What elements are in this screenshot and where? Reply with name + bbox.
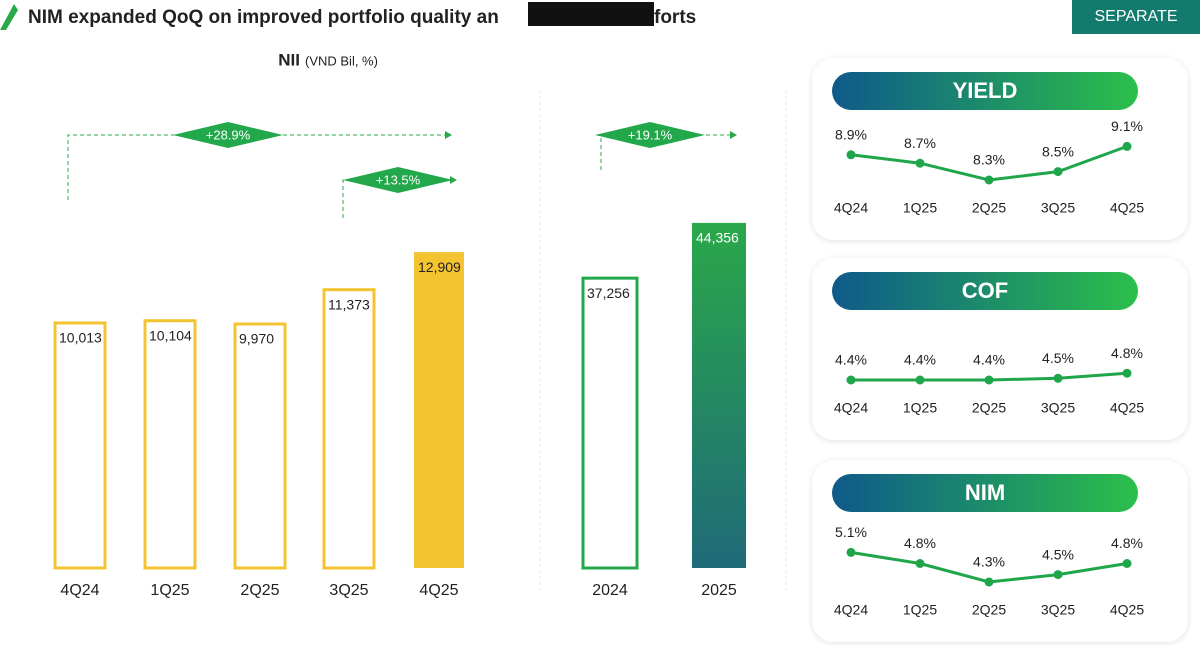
point — [984, 375, 994, 385]
logo — [0, 4, 18, 30]
panel-title: COF — [962, 278, 1008, 303]
button-label[interactable]: SEPARATE — [1095, 8, 1178, 25]
point — [984, 577, 994, 587]
point — [1053, 167, 1063, 177]
growth-label: +19.1% — [628, 127, 673, 142]
x-tick-label: 1Q25 — [903, 200, 937, 216]
arrow-head — [445, 131, 452, 139]
x-tick-label: 1Q25 — [903, 400, 937, 416]
value-label: 4.4% — [835, 352, 867, 368]
redaction — [528, 2, 654, 26]
x-tick-label: 2Q25 — [972, 400, 1006, 416]
value-label: 4.5% — [1042, 350, 1074, 366]
x-tick-label: 2Q25 — [972, 200, 1006, 216]
point — [1122, 559, 1132, 568]
point — [1053, 570, 1063, 580]
point — [915, 158, 925, 168]
bar — [322, 288, 376, 570]
value-label: 8.3% — [973, 152, 1005, 168]
bar — [581, 276, 639, 570]
point — [1122, 368, 1132, 378]
value-label: 8.7% — [904, 135, 936, 151]
value-label: 11,373 — [328, 296, 370, 312]
point — [846, 547, 856, 557]
growth-label: +13.5% — [376, 172, 421, 187]
x-tick-label: 1Q25 — [903, 602, 937, 618]
x-tick-label: 4Q25 — [1110, 200, 1144, 216]
x-tick-label: 1Q25 — [150, 582, 189, 599]
x-tick-label: 4Q24 — [834, 200, 868, 216]
bar — [143, 319, 197, 570]
nii-title: NII — [278, 50, 300, 69]
panel-header — [832, 272, 1138, 310]
point — [846, 375, 856, 385]
value-label: 10,013 — [59, 330, 102, 346]
x-tick-label: 2Q25 — [972, 602, 1006, 618]
growth-arrow — [67, 134, 445, 200]
value-label: 4.3% — [973, 554, 1005, 570]
value-label: 5.1% — [835, 524, 867, 540]
title-end: forts — [654, 7, 696, 28]
value-label: 4.5% — [1042, 546, 1074, 562]
x-tick-label: 4Q25 — [419, 582, 458, 599]
value-label: 4.8% — [1111, 535, 1143, 551]
point — [1122, 141, 1132, 151]
x-tick-label: 3Q25 — [329, 582, 368, 599]
value-label: 44,356 — [696, 230, 739, 246]
x-tick-label: 2024 — [592, 582, 628, 599]
value-label: 8.9% — [835, 127, 867, 143]
growth-diamond — [595, 122, 705, 148]
value-label: 4.8% — [904, 535, 936, 551]
separate-button[interactable] — [1072, 0, 1200, 34]
x-tick-label: 2025 — [701, 582, 737, 599]
point — [1053, 373, 1063, 383]
bar — [414, 252, 464, 569]
arrow-head — [730, 131, 737, 139]
x-tick-label: 4Q24 — [60, 582, 99, 599]
value-label: 37,256 — [587, 285, 630, 301]
x-tick-label: 3Q25 — [1041, 200, 1075, 216]
bar — [53, 321, 107, 570]
value-label: 4.8% — [1111, 345, 1143, 361]
point — [846, 150, 856, 160]
panel-header — [832, 474, 1138, 512]
x-tick-label: 4Q24 — [834, 400, 868, 416]
value-label: 4.4% — [904, 352, 936, 368]
x-tick-label: 4Q24 — [834, 602, 868, 618]
nii-subtitle: (VND Bil, %) — [305, 53, 378, 68]
x-tick-label: 3Q25 — [1041, 400, 1075, 416]
x-tick-label: 2Q25 — [240, 582, 279, 599]
value-label: 9,970 — [239, 331, 274, 347]
point — [984, 175, 994, 185]
value-label: 10,104 — [149, 327, 192, 343]
growth-label: +28.9% — [206, 127, 251, 142]
title: NIM expanded QoQ on improved portfolio q… — [28, 7, 499, 28]
growth-diamond — [173, 122, 283, 148]
value-label: 4.4% — [973, 352, 1005, 368]
arrow-head — [450, 176, 457, 184]
panel-title: NIM — [965, 480, 1005, 505]
bar — [233, 322, 287, 570]
x-tick-label: 4Q25 — [1110, 602, 1144, 618]
value-label: 8.5% — [1042, 143, 1074, 159]
x-tick-label: 3Q25 — [1041, 602, 1075, 618]
value-label: 9.1% — [1111, 118, 1143, 134]
panel-header — [832, 72, 1138, 110]
panel-title: YIELD — [953, 78, 1018, 103]
point — [915, 559, 925, 568]
x-tick-label: 4Q25 — [1110, 400, 1144, 416]
value-label: 12,909 — [418, 259, 461, 275]
growth-diamond — [343, 167, 453, 193]
bar — [692, 222, 746, 568]
point — [915, 375, 925, 385]
